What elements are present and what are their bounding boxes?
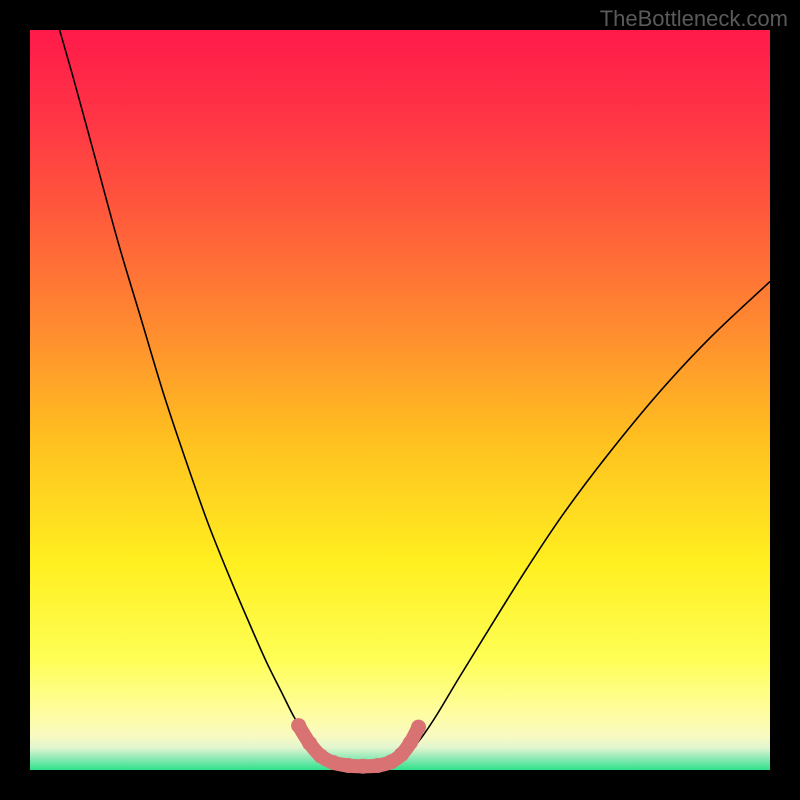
highlight-marker — [302, 736, 317, 751]
highlight-marker — [370, 758, 385, 773]
chart-svg — [0, 0, 800, 800]
gradient-background — [30, 30, 770, 770]
bottleneck-chart: TheBottleneck.com — [0, 0, 800, 800]
highlight-marker — [356, 759, 371, 774]
highlight-marker — [341, 758, 356, 773]
highlight-marker — [394, 747, 409, 762]
highlight-marker — [291, 718, 306, 733]
highlight-marker — [403, 735, 418, 750]
highlight-marker — [326, 755, 341, 770]
highlight-marker — [411, 720, 426, 735]
